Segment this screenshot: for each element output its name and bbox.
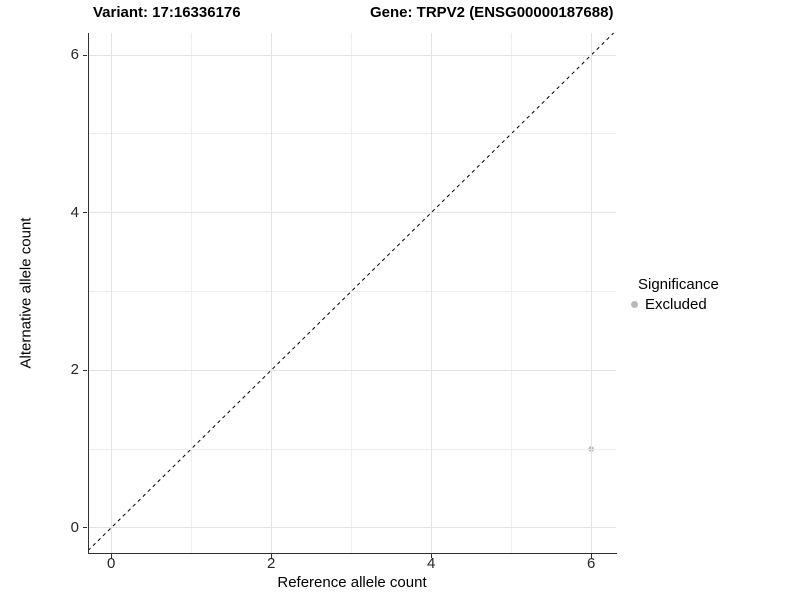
x-axis-line [87, 553, 617, 554]
gridline-minor-horizontal [88, 290, 616, 292]
y-axis-tick [83, 54, 87, 56]
gridline-major-vertical [270, 33, 272, 553]
plot-panel [88, 33, 616, 553]
gridline-minor-vertical [510, 33, 512, 553]
x-tick-label: 2 [267, 555, 276, 572]
x-tick-label: 4 [427, 555, 436, 572]
plot-title-gene: Gene: TRPV2 (ENSG00000187688) [370, 4, 614, 21]
gridline-minor-vertical [190, 33, 192, 553]
y-axis-tick [83, 369, 87, 371]
gridline-minor-horizontal [88, 448, 616, 450]
x-axis-tick [110, 554, 112, 558]
x-axis-tick [270, 554, 272, 558]
gridline-major-horizontal [88, 369, 616, 371]
gridline-major-horizontal [88, 54, 616, 56]
x-axis-tick [430, 554, 432, 558]
y-axis-tick [83, 212, 87, 214]
y-tick-label: 0 [70, 518, 79, 536]
y-tick-label: 4 [70, 203, 79, 221]
legend-item: Excluded [631, 296, 719, 313]
gridline-minor-horizontal [88, 133, 616, 135]
plot-title-variant: Variant: 17:16336176 [93, 4, 241, 21]
y-tick-label: 2 [70, 361, 79, 379]
x-tick-label: 6 [587, 555, 596, 572]
x-axis-tick [590, 554, 592, 558]
y-axis-title: Alternative allele count [17, 217, 35, 369]
legend-title: Significance [638, 276, 719, 293]
identity-line [88, 33, 615, 551]
gridline-major-vertical [590, 33, 592, 553]
legend-item-label: Excluded [645, 296, 707, 313]
y-axis-tick [83, 527, 87, 529]
gridline-major-vertical [430, 33, 432, 553]
gridline-minor-vertical [350, 33, 352, 553]
gridline-major-vertical [110, 33, 112, 553]
plot-overlay [88, 33, 615, 551]
y-axis-line [87, 33, 89, 554]
legend: Significance Excluded [631, 276, 719, 313]
gridline-major-horizontal [88, 212, 616, 214]
legend-key-dot [631, 301, 638, 308]
y-tick-label: 6 [70, 46, 79, 64]
x-axis-title: Reference allele count [277, 574, 427, 591]
gridline-major-horizontal [88, 527, 616, 529]
x-tick-label: 0 [107, 555, 116, 572]
